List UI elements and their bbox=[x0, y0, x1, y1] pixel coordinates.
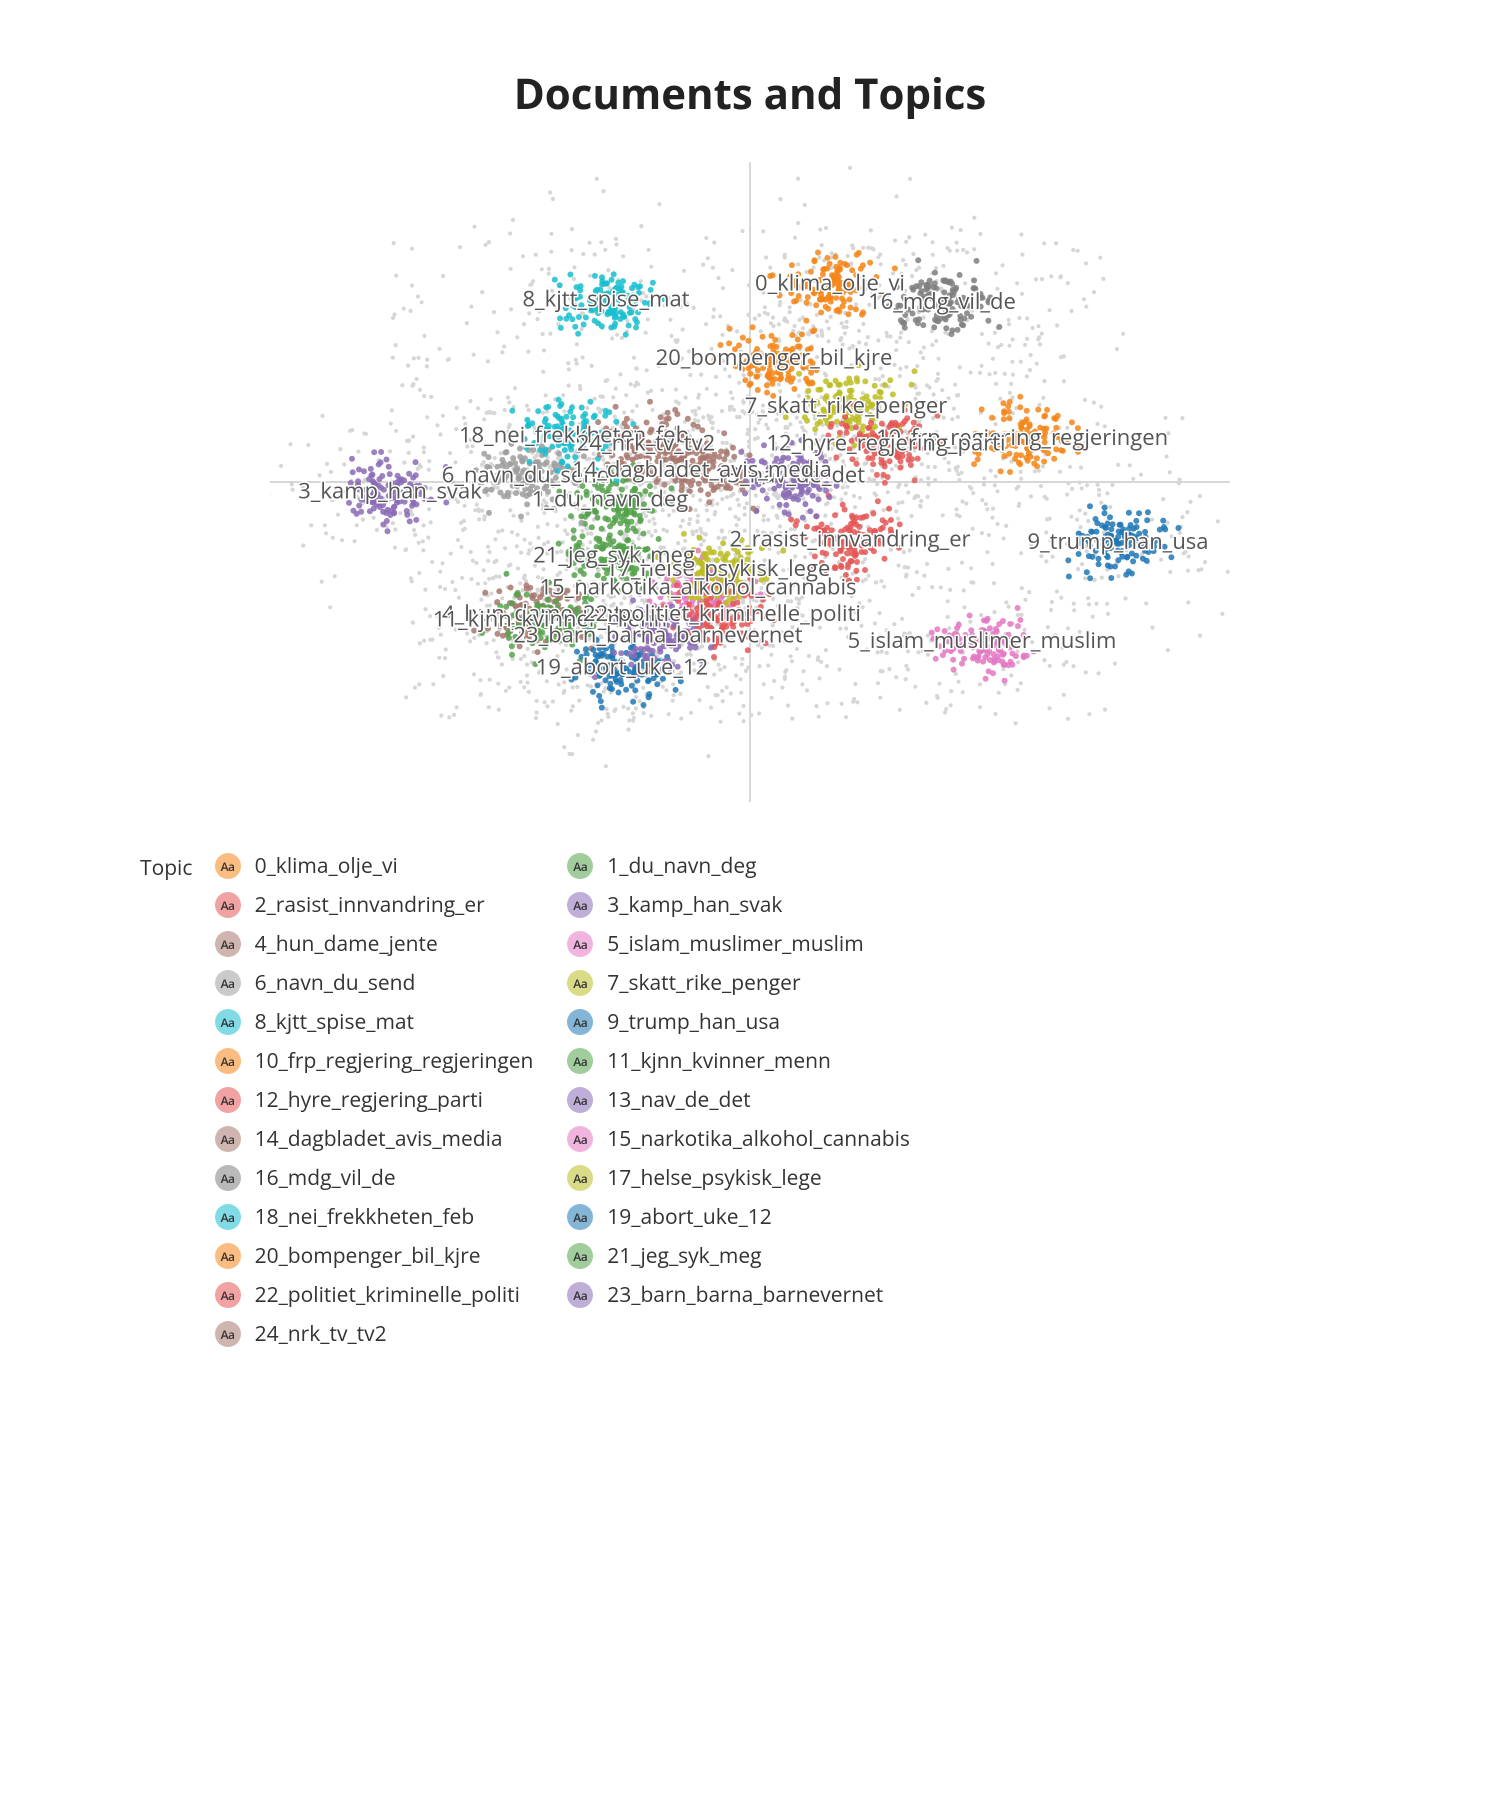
legend-swatch: Aa bbox=[567, 1243, 593, 1269]
legend-label: 21_jeg_syk_meg bbox=[607, 1242, 761, 1270]
legend-swatch: Aa bbox=[215, 1282, 241, 1308]
legend-item[interactable]: Aa 16_mdg_vil_de bbox=[215, 1164, 558, 1192]
legend-grid: Aa 0_klima_olje_vi Aa 1_du_navn_deg Aa 2_rasi… bbox=[215, 852, 910, 1348]
legend-item[interactable]: Aa 5_islam_muslimer_muslim bbox=[567, 930, 910, 958]
legend-item[interactable]: Aa 12_hyre_regjering_parti bbox=[215, 1086, 558, 1114]
scatter-svg: 0_klima_olje_vi1_du_navn_deg2_rasist_inn… bbox=[270, 162, 1230, 802]
legend-item[interactable]: Aa 0_klima_olje_vi bbox=[215, 852, 558, 880]
legend-swatch: Aa bbox=[215, 892, 241, 918]
legend-label: 8_kjtt_spise_mat bbox=[255, 1008, 414, 1036]
legend-item[interactable]: Aa 19_abort_uke_12 bbox=[567, 1203, 910, 1231]
scatter-plot: 0_klima_olje_vi1_du_navn_deg2_rasist_inn… bbox=[270, 162, 1230, 802]
legend-swatch: Aa bbox=[567, 1126, 593, 1152]
legend-label: 20_bompenger_bil_kjre bbox=[255, 1242, 481, 1270]
legend-item[interactable]: Aa 18_nei_frekkheten_feb bbox=[215, 1203, 558, 1231]
legend-swatch: Aa bbox=[567, 1282, 593, 1308]
legend-item[interactable]: Aa 20_bompenger_bil_kjre bbox=[215, 1242, 558, 1270]
legend-label: 11_kjnn_kvinner_menn bbox=[607, 1047, 831, 1075]
legend-item[interactable]: Aa 11_kjnn_kvinner_menn bbox=[567, 1047, 910, 1075]
legend-swatch: Aa bbox=[567, 853, 593, 879]
legend-label: 2_rasist_innvandring_er bbox=[255, 891, 485, 919]
legend-item[interactable]: Aa 17_helse_psykisk_lege bbox=[567, 1164, 910, 1192]
legend-item[interactable]: Aa 2_rasist_innvandring_er bbox=[215, 891, 558, 919]
legend-swatch: Aa bbox=[215, 1321, 241, 1347]
legend-swatch: Aa bbox=[215, 1087, 241, 1113]
legend-title: Topic bbox=[140, 854, 192, 882]
legend-label: 22_politiet_kriminelle_politi bbox=[255, 1281, 520, 1309]
legend-item[interactable]: Aa 22_politiet_kriminelle_politi bbox=[215, 1281, 558, 1309]
legend-item[interactable]: Aa 9_trump_han_usa bbox=[567, 1008, 910, 1036]
legend-label: 1_du_navn_deg bbox=[607, 852, 756, 880]
legend-swatch: Aa bbox=[567, 931, 593, 957]
legend-item[interactable]: Aa 1_du_navn_deg bbox=[567, 852, 910, 880]
legend-swatch: Aa bbox=[215, 1243, 241, 1269]
legend-label: 0_klima_olje_vi bbox=[255, 852, 398, 880]
legend-swatch: Aa bbox=[215, 1009, 241, 1035]
legend-label: 24_nrk_tv_tv2 bbox=[255, 1320, 387, 1348]
legend-label: 23_barn_barna_barnevernet bbox=[607, 1281, 883, 1309]
legend-item[interactable]: Aa 4_hun_dame_jente bbox=[215, 930, 558, 958]
legend-swatch: Aa bbox=[567, 1009, 593, 1035]
legend-swatch: Aa bbox=[215, 853, 241, 879]
legend-swatch: Aa bbox=[215, 1165, 241, 1191]
legend-swatch: Aa bbox=[567, 1165, 593, 1191]
legend-item[interactable]: Aa 21_jeg_syk_meg bbox=[567, 1242, 910, 1270]
legend-item[interactable]: Aa 10_frp_regjering_regjeringen bbox=[215, 1047, 558, 1075]
legend-item[interactable]: Aa 6_navn_du_send bbox=[215, 969, 558, 997]
legend-label: 18_nei_frekkheten_feb bbox=[255, 1203, 475, 1231]
legend-label: 16_mdg_vil_de bbox=[255, 1164, 396, 1192]
legend-swatch: Aa bbox=[567, 1048, 593, 1074]
legend-label: 3_kamp_han_svak bbox=[607, 891, 782, 919]
legend-swatch: Aa bbox=[215, 1204, 241, 1230]
legend-label: 12_hyre_regjering_parti bbox=[255, 1086, 483, 1114]
legend-item[interactable]: Aa 7_skatt_rike_penger bbox=[567, 969, 910, 997]
legend-swatch: Aa bbox=[567, 892, 593, 918]
legend-swatch: Aa bbox=[215, 1126, 241, 1152]
legend-label: 19_abort_uke_12 bbox=[607, 1203, 772, 1231]
legend-item[interactable]: Aa 13_nav_de_det bbox=[567, 1086, 910, 1114]
legend-item[interactable]: Aa 8_kjtt_spise_mat bbox=[215, 1008, 558, 1036]
legend-label: 9_trump_han_usa bbox=[607, 1008, 780, 1036]
chart-title: Documents and Topics bbox=[0, 65, 1500, 122]
legend-label: 13_nav_de_det bbox=[607, 1086, 750, 1114]
legend-label: 15_narkotika_alkohol_cannabis bbox=[607, 1125, 910, 1153]
legend-label: 17_helse_psykisk_lege bbox=[607, 1164, 821, 1192]
legend-item[interactable]: Aa 23_barn_barna_barnevernet bbox=[567, 1281, 910, 1309]
legend-label: 7_skatt_rike_penger bbox=[607, 969, 800, 997]
legend-item[interactable]: Aa 14_dagbladet_avis_media bbox=[215, 1125, 558, 1153]
legend-swatch: Aa bbox=[567, 970, 593, 996]
legend-item[interactable]: Aa 15_narkotika_alkohol_cannabis bbox=[567, 1125, 910, 1153]
legend-swatch: Aa bbox=[215, 931, 241, 957]
legend-label: 14_dagbladet_avis_media bbox=[255, 1125, 503, 1153]
legend-label: 4_hun_dame_jente bbox=[255, 930, 438, 958]
legend: Topic Aa0_klima_olje_viAa1_du_navn_degAa… bbox=[140, 852, 1150, 1348]
legend-swatch: Aa bbox=[567, 1087, 593, 1113]
legend-item[interactable]: Aa 24_nrk_tv_tv2 bbox=[215, 1320, 558, 1348]
legend-label: 5_islam_muslimer_muslim bbox=[607, 930, 863, 958]
page-root: Documents and Topics 0_klima_olje_vi1_du… bbox=[0, 0, 1500, 1800]
legend-swatch: Aa bbox=[215, 970, 241, 996]
legend-swatch: Aa bbox=[567, 1204, 593, 1230]
legend-item[interactable]: Aa 3_kamp_han_svak bbox=[567, 891, 910, 919]
legend-label: 6_navn_du_send bbox=[255, 969, 416, 997]
legend-label: 10_frp_regjering_regjeringen bbox=[255, 1047, 534, 1075]
legend-swatch: Aa bbox=[215, 1048, 241, 1074]
